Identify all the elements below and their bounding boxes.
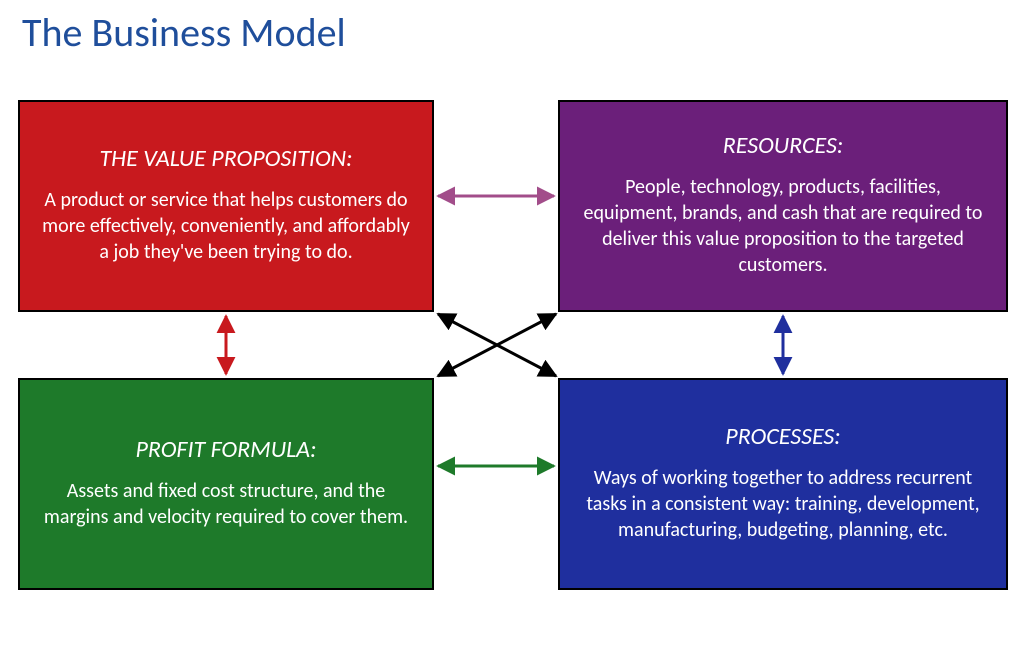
box-body: Ways of working together to address recu… bbox=[578, 465, 988, 543]
box-profit-formula: PROFIT FORMULA: Assets and fixed cost st… bbox=[18, 378, 434, 590]
box-value-proposition: THE VALUE PROPOSITION: A product or serv… bbox=[18, 100, 434, 312]
arrow-diag-2 bbox=[438, 314, 556, 376]
box-resources: RESOURCES: People, technology, products,… bbox=[558, 100, 1008, 312]
box-heading: PROCESSES: bbox=[578, 422, 988, 451]
box-body: People, technology, products, facilities… bbox=[578, 174, 988, 278]
box-heading: THE VALUE PROPOSITION: bbox=[38, 144, 414, 173]
page-title: The Business Model bbox=[22, 8, 346, 57]
box-body: Assets and fixed cost structure, and the… bbox=[38, 478, 414, 530]
arrow-diag-1 bbox=[438, 314, 556, 376]
box-heading: PROFIT FORMULA: bbox=[38, 435, 414, 464]
box-heading: RESOURCES: bbox=[578, 131, 988, 160]
box-body: A product or service that helps customer… bbox=[38, 187, 414, 265]
box-processes: PROCESSES: Ways of working together to a… bbox=[558, 378, 1008, 590]
